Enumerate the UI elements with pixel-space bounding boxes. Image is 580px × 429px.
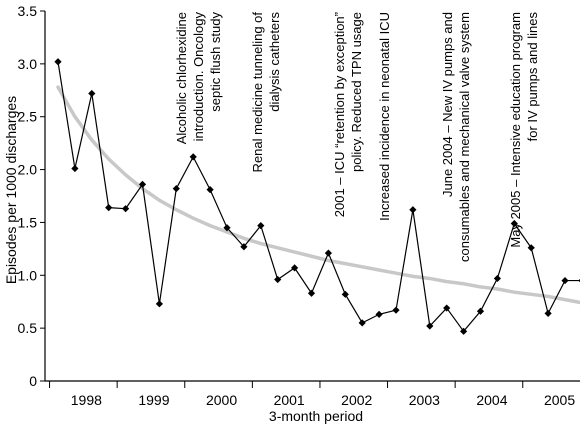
x-tick-label: 2002 (341, 392, 372, 408)
y-tick-label: 1.0 (18, 267, 38, 283)
data-point-marker (307, 289, 316, 297)
data-point-marker (341, 290, 349, 298)
data-point-marker (324, 249, 332, 257)
data-point-marker (493, 274, 501, 283)
annotation-text: May 2005 – Intensive education program (508, 12, 523, 248)
annotation-text: policy. Reduced TPN usage (349, 12, 364, 172)
x-tick-label: 1998 (71, 392, 102, 408)
x-tick-label: 2004 (476, 392, 507, 408)
data-point-marker (476, 307, 485, 315)
annotation-text: Increased incidence in neonatal ICU (377, 12, 392, 221)
data-point-marker (206, 186, 214, 194)
data-point-marker (291, 264, 299, 272)
y-tick-label: 1.5 (18, 214, 38, 230)
y-axis-title: Episodes per 1000 discharges (3, 96, 19, 284)
data-point-marker (223, 224, 231, 232)
data-point-marker (54, 58, 62, 66)
x-tick-label: 2005 (544, 392, 575, 408)
annotation-text: septic flush study (208, 12, 223, 112)
data-point-marker (426, 322, 434, 330)
x-tick-label: 2000 (206, 392, 237, 408)
trend-line (56, 85, 580, 305)
data-point-marker (274, 275, 282, 284)
x-tick-label: 1999 (138, 392, 169, 408)
episodes-series-line (57, 61, 580, 333)
data-point-marker (409, 206, 417, 214)
y-tick-label: 3.0 (18, 56, 38, 72)
data-point-marker (122, 205, 130, 213)
annotation-group: Alcoholic chlorhexidine introduction. Onc… (174, 12, 540, 263)
data-point-marker (443, 304, 451, 312)
annotation-text: for IV pumps and lines (525, 12, 540, 142)
data-point-marker (257, 222, 265, 230)
x-tick-label: 2003 (409, 392, 440, 408)
annotation-text: 2001 – ICU “retention by exception” (332, 12, 347, 217)
data-point-marker (71, 164, 79, 173)
y-tick-label: 2.0 (18, 162, 38, 178)
chart-axes: 0 0.5 1.0 1.5 2.0 2.5 3.0 3.5 1998 1999 2000 2001 20… (18, 3, 580, 408)
y-tick-label: 0 (29, 373, 37, 389)
annotation-text: Renal medicine tunneling of (250, 12, 265, 173)
y-tick-label: 2.5 (18, 109, 38, 125)
data-point-marker (375, 310, 383, 318)
annotation-text: June 2004 – New IV pumps and (440, 12, 455, 197)
x-tick-label: 2001 (274, 392, 305, 408)
data-point-marker (189, 153, 197, 161)
y-tick-label: 0.5 (18, 320, 38, 336)
annotation-text: dialysis catheters (267, 12, 282, 112)
y-tick-label: 3.5 (18, 3, 38, 19)
data-point-marker (510, 219, 518, 228)
data-point-marker (561, 276, 569, 285)
data-point-marker (155, 300, 163, 308)
data-point-marker (544, 309, 552, 317)
data-point-marker (172, 185, 180, 193)
data-point-marker (240, 243, 248, 251)
data-point-marker (358, 319, 366, 327)
annotation-text: introduction. Oncology (191, 12, 206, 142)
annotation-text: consumables and mechanical valve system (457, 12, 472, 262)
data-point-marker (138, 180, 147, 188)
data-point-marker (105, 204, 113, 212)
data-point-marker (392, 306, 400, 314)
data-point-marker (527, 244, 535, 252)
plot-area (54, 58, 580, 335)
x-axis-title: 3-month period (269, 408, 363, 424)
data-point-marker (460, 327, 468, 335)
annotation-text: Alcoholic chlorhexidine (174, 12, 189, 144)
data-point-marker (88, 89, 96, 98)
